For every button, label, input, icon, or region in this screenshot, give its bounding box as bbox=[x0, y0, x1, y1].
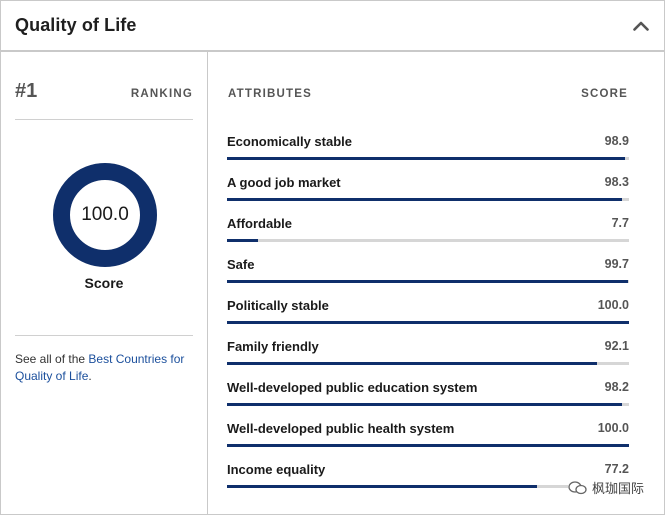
attribute-name: Economically stable bbox=[227, 134, 352, 149]
score-donut-arc bbox=[53, 163, 157, 267]
attribute-name: Safe bbox=[227, 257, 255, 272]
attribute-score: 100.0 bbox=[597, 421, 629, 435]
wechat-icon bbox=[568, 480, 587, 494]
watermark: 枫珈国际 bbox=[567, 478, 644, 497]
watermark-text: 枫珈国际 bbox=[591, 481, 644, 496]
attribute-score: 98.9 bbox=[604, 134, 629, 148]
score-bar-fill bbox=[227, 321, 629, 324]
attribute-name: Family friendly bbox=[227, 339, 319, 354]
attribute-row: Well-developed public education system 98… bbox=[227, 366, 629, 407]
attribute-list: Economically stable 98.9 A good job market… bbox=[227, 120, 629, 489]
attribute-row: Politically stable 100.0 bbox=[227, 284, 629, 325]
attribute-score: 98.2 bbox=[604, 380, 629, 394]
score-bar-fill bbox=[227, 403, 622, 406]
attributes-header: ATTRIBUTES bbox=[228, 88, 312, 100]
attribute-row: Safe 99.7 bbox=[227, 243, 629, 284]
attribute-score: 92.1 bbox=[604, 339, 629, 353]
score-bar bbox=[227, 280, 629, 283]
divider bbox=[15, 119, 193, 120]
attribute-row: Income equality 77.2 bbox=[227, 448, 629, 489]
score-bar-fill bbox=[227, 444, 629, 447]
score-bar bbox=[227, 444, 629, 447]
score-bar bbox=[227, 321, 629, 324]
attribute-row: A good job market 98.3 bbox=[227, 161, 629, 202]
score-bar-fill bbox=[227, 362, 598, 365]
ranking-label: RANKING bbox=[130, 88, 193, 100]
score-value: 100.0 bbox=[81, 204, 129, 225]
attribute-score: 99.7 bbox=[604, 257, 629, 271]
attribute-score: 7.7 bbox=[611, 216, 629, 230]
score-header: SCORE bbox=[581, 88, 628, 100]
best-countries-link[interactable]: Best Countries for Quality of Life bbox=[15, 352, 185, 383]
card-title: Quality of Life bbox=[15, 15, 137, 35]
rank-number: #1 bbox=[15, 80, 38, 102]
score-bar bbox=[227, 485, 629, 488]
attribute-name: Politically stable bbox=[227, 298, 329, 313]
score-label: Score bbox=[84, 275, 124, 291]
score-bar-fill bbox=[227, 198, 623, 201]
score-bar-fill bbox=[227, 280, 628, 283]
attribute-row: Economically stable 98.9 bbox=[227, 120, 629, 161]
score-bar bbox=[227, 157, 629, 160]
attribute-name: Affordable bbox=[227, 216, 292, 231]
attribute-row: Well-developed public health system 100.0 bbox=[227, 407, 629, 448]
score-donut bbox=[53, 163, 157, 267]
score-bar-fill bbox=[227, 485, 538, 488]
score-bar bbox=[227, 403, 629, 406]
score-bar bbox=[227, 362, 629, 365]
attributes-panel: ATTRIBUTES SCORE Economically stable 98.9… bbox=[208, 52, 664, 514]
attribute-row: Affordable 7.7 bbox=[227, 202, 629, 243]
score-bar-fill bbox=[227, 157, 625, 160]
see-all-prefix: See all of the bbox=[15, 352, 89, 366]
see-all-suffix: . bbox=[88, 369, 92, 383]
score-bar bbox=[227, 239, 629, 242]
attribute-name: Well-developed public education system bbox=[227, 380, 478, 395]
ranking-panel: #1 RANKING 100.0 Score See all of the Be… bbox=[1, 52, 208, 514]
score-bar bbox=[227, 198, 629, 201]
score-bar-fill bbox=[227, 239, 258, 242]
divider bbox=[15, 335, 193, 336]
attribute-name: Income equality bbox=[227, 462, 326, 477]
attribute-name: A good job market bbox=[227, 175, 341, 190]
attribute-name: Well-developed public health system bbox=[227, 421, 455, 436]
card-header[interactable]: Quality of Life bbox=[1, 1, 664, 52]
attribute-score: 77.2 bbox=[604, 462, 629, 476]
attribute-score: 100.0 bbox=[597, 298, 629, 312]
see-all-text: See all of the Best Countries for Qualit… bbox=[15, 351, 195, 385]
attribute-row: Family friendly 92.1 bbox=[227, 325, 629, 366]
attribute-score: 98.3 bbox=[604, 175, 629, 189]
chevron-up-icon[interactable] bbox=[632, 17, 650, 35]
